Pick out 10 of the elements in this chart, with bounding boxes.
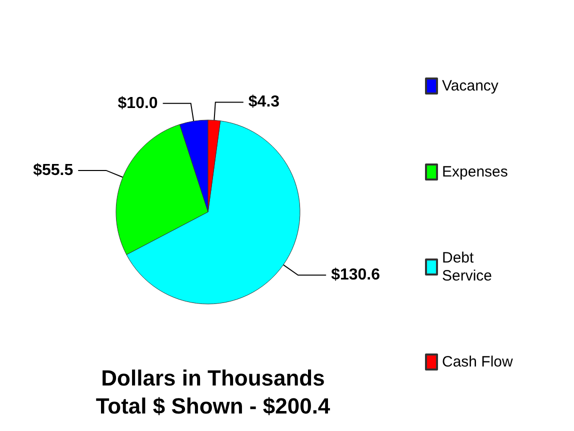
text: Dollars in Thousands: [101, 366, 325, 390]
legend-label: Debt Service: [442, 250, 492, 284]
legend-label: Cash Flow: [442, 354, 514, 370]
data-label: $130.6: [331, 266, 380, 284]
data-label: $10.0: [118, 94, 158, 112]
legend-label: Vacancy: [442, 78, 499, 94]
data-label: $4.3: [248, 94, 280, 111]
text: Total $ Shown - $200.4: [96, 394, 331, 418]
data-label: $55.5: [33, 162, 74, 179]
legend-label: Expenses: [442, 164, 508, 180]
